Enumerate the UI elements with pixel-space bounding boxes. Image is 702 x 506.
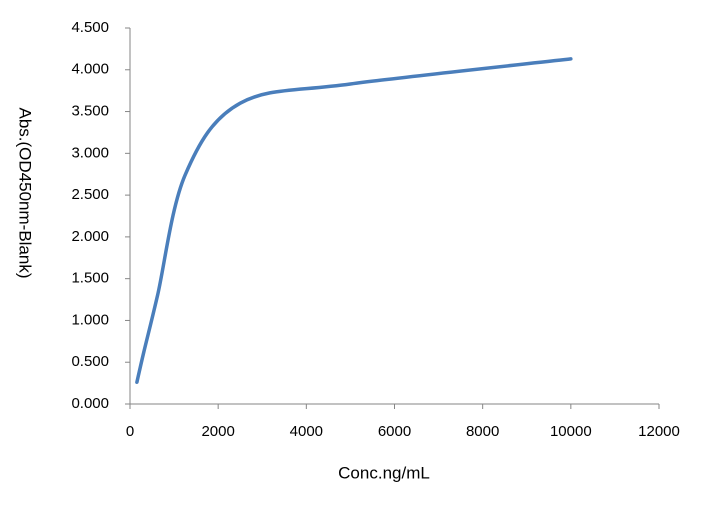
y-tick-label: 1.500 [71, 270, 109, 287]
x-tick-label: 6000 [378, 423, 411, 440]
y-axis-label: Abs.(OD450nm-Blank) [16, 107, 35, 278]
y-tick-label: 3.500 [71, 103, 109, 120]
y-tick-label: 4.000 [71, 61, 109, 78]
x-tick-label: 8000 [466, 423, 499, 440]
y-tick-label: 4.500 [71, 19, 109, 36]
y-tick-label: 3.000 [71, 144, 109, 161]
x-tick-label: 10000 [550, 423, 592, 440]
y-tick-label: 1.000 [71, 311, 109, 328]
x-tick-label: 4000 [290, 423, 323, 440]
y-tick-label: 2.000 [71, 228, 109, 245]
y-tick-label: 0.500 [71, 353, 109, 370]
x-tick-label: 0 [126, 423, 134, 440]
y-tick-label: 2.500 [71, 186, 109, 203]
data-line [135, 57, 573, 385]
x-tick-label: 12000 [638, 423, 680, 440]
x-axis-label: Conc.ng/mL [338, 463, 430, 482]
x-tick-label: 2000 [201, 423, 234, 440]
y-tick-label: 0.000 [71, 395, 109, 412]
